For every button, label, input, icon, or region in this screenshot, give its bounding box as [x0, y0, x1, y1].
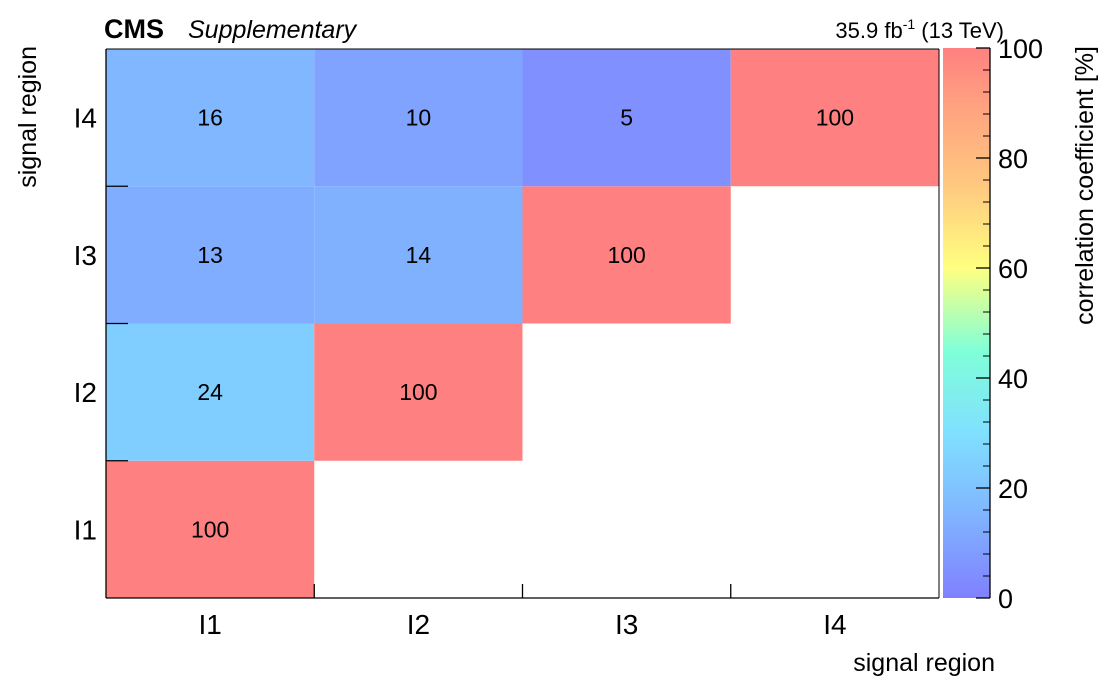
- colorbar-tick-label: 100: [998, 34, 1043, 64]
- colorbar-title: correlation coefficient [%]: [1071, 46, 1099, 325]
- x-tick-label: I4: [823, 609, 846, 640]
- y-tick-label: I3: [74, 240, 97, 271]
- heatmap-cell: [106, 460, 315, 598]
- x-axis-title: signal region: [853, 649, 995, 677]
- cell-value-label: 14: [406, 242, 432, 268]
- x-axis-ticks: I1 I2 I3 I4: [198, 584, 847, 640]
- energy-label: (13 TeV): [915, 18, 1004, 43]
- colorbar-tick-label: 20: [998, 474, 1028, 504]
- cell-value-label: 16: [197, 105, 223, 131]
- colorbar-tick-label: 40: [998, 364, 1028, 394]
- heatmap-cell: [106, 323, 315, 461]
- experiment-label: CMS: [104, 14, 164, 44]
- heatmap-cell: [106, 49, 315, 187]
- colorbar-tick-label: 0: [998, 584, 1013, 614]
- y-tick-label: I2: [74, 377, 97, 408]
- y-axis-ticks: I1 I2 I3 I4: [74, 103, 128, 545]
- cell-value-label: 100: [399, 379, 437, 405]
- y-tick-label: I1: [74, 514, 97, 545]
- colorbar-ticks: 0 20 40 60 80 100: [976, 34, 1043, 614]
- lumi-value: 35.9 fb: [835, 18, 902, 43]
- x-tick-label: I3: [615, 609, 638, 640]
- x-tick-label: I2: [407, 609, 430, 640]
- luminosity-label: 35.9 fb-1 (13 TeV): [835, 16, 1004, 43]
- lumi-exponent: -1: [903, 16, 916, 32]
- y-tick-label: I4: [74, 103, 97, 134]
- cell-value-label: 10: [406, 105, 432, 131]
- x-tick-label: I1: [198, 609, 221, 640]
- heatmap-cell: [106, 186, 315, 324]
- heatmap-cell: [314, 186, 523, 324]
- colorbar-tick-label: 80: [998, 144, 1028, 174]
- cell-value-label: 100: [191, 516, 229, 542]
- heatmap-cell: [314, 323, 523, 461]
- heatmap-cell: [314, 49, 523, 187]
- heatmap-cell: [730, 49, 939, 187]
- cell-value-label: 24: [197, 379, 223, 405]
- cell-value-label: 100: [816, 105, 854, 131]
- cell-value-label: 5: [620, 105, 633, 131]
- heatmap-cells: 100 24 100 13 14 100 16 10 5 100: [106, 49, 939, 598]
- cell-value-label: 13: [197, 242, 223, 268]
- heatmap-cell: [522, 186, 731, 324]
- y-axis-title: signal region: [14, 46, 42, 188]
- heatmap-cell: [522, 49, 731, 187]
- colorbar: [943, 48, 990, 598]
- cell-value-label: 100: [607, 242, 645, 268]
- tag-label: Supplementary: [188, 16, 358, 44]
- colorbar-tick-label: 60: [998, 254, 1028, 284]
